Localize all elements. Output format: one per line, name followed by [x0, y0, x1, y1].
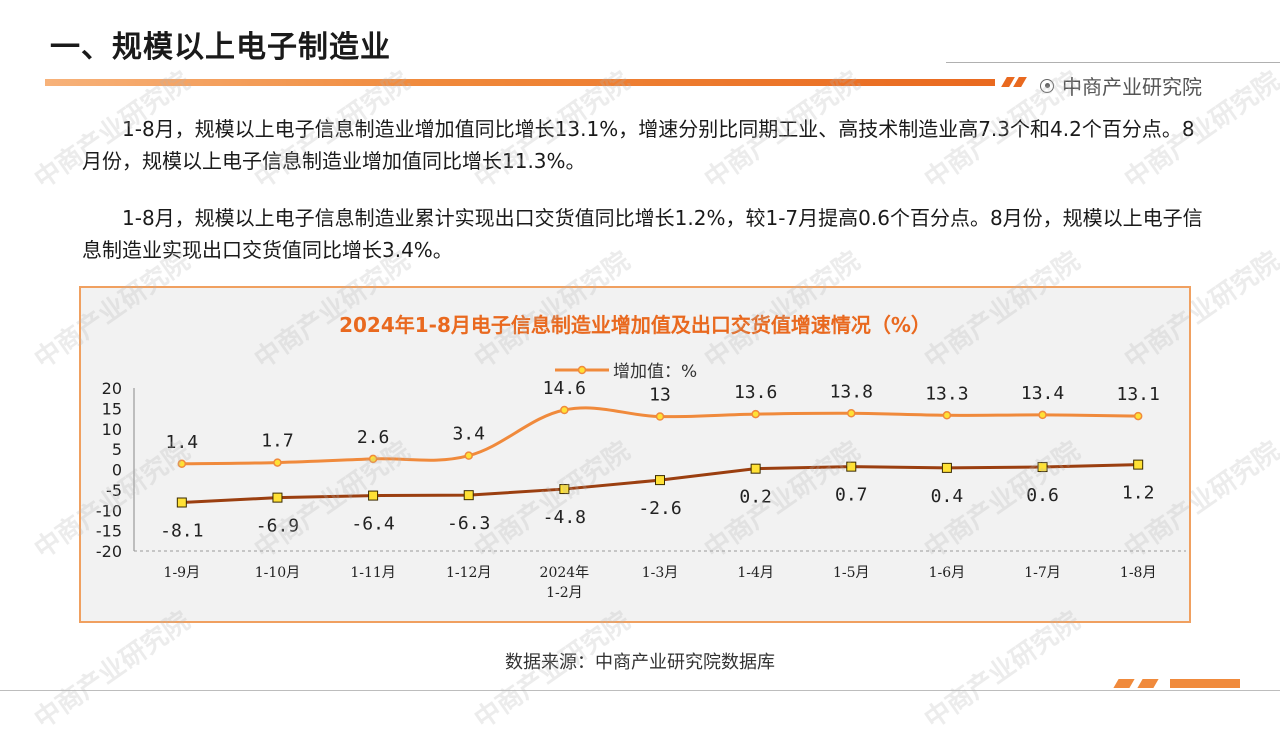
- series-export-point: [1133, 459, 1144, 470]
- paragraph-export-value: 1-8月，规模以上电子信息制造业累计实现出口交货值同比增长1.2%，较1-7月提…: [82, 206, 1203, 262]
- y-tick-label: -10: [96, 501, 122, 520]
- series-export-label: 1.2: [1122, 483, 1155, 504]
- brand-name: 中商产业研究院: [1062, 75, 1202, 99]
- series-added-value-point: [847, 409, 856, 418]
- title-underline-bar: [45, 79, 995, 86]
- title-divider-thin: [946, 62, 1280, 63]
- x-tick-label: 1-7月: [1024, 565, 1061, 581]
- series-added-value-point: [464, 451, 473, 460]
- series-export-point: [941, 462, 952, 473]
- series-added-value-point: [273, 458, 282, 467]
- series-added-value-point: [1038, 410, 1047, 420]
- series-export-label: 0.6: [1026, 485, 1059, 506]
- x-tick-label: 1-9月: [164, 565, 201, 581]
- x-tick-label: 2024年: [540, 565, 590, 581]
- series-export-label: -6.3: [447, 513, 490, 534]
- series-added-value-label: 3.4: [452, 424, 485, 445]
- series-added-value-label: 2.6: [357, 427, 390, 448]
- x-tick-label: 1-5月: [833, 565, 870, 581]
- y-tick-label: 0: [112, 461, 122, 480]
- series-export-point: [1037, 462, 1048, 473]
- series-added-value-label: 13: [649, 385, 671, 406]
- line-chart: 2024年1-8月电子信息制造业增加值及出口交货值增速情况（%）增加值：%201…: [96, 313, 1186, 601]
- series-export-point: [176, 497, 187, 508]
- y-tick-label: 15: [102, 399, 122, 418]
- paragraph-added-value: 1-8月，规模以上电子信息制造业增加值同比增长13.1%，增速分别比同期工业、高…: [82, 117, 1195, 173]
- series-added-value-label: 1.7: [261, 431, 294, 452]
- series-added-value-label: 13.1: [1117, 384, 1160, 405]
- footer-divider: [0, 690, 1280, 691]
- data-source: 数据来源：中商产业研究院数据库: [505, 652, 775, 673]
- legend-label: 增加值：%: [613, 362, 697, 382]
- series-export-point: [463, 490, 474, 501]
- footer-stripe: [1113, 679, 1135, 688]
- x-tick-label: 1-2月: [546, 585, 583, 601]
- series-export-label: 0.7: [835, 485, 868, 506]
- y-tick-label: 5: [112, 440, 122, 459]
- series-added-value-point: [177, 459, 187, 469]
- series-added-value-label: 14.6: [543, 378, 586, 399]
- series-added-value-label: 1.4: [166, 432, 199, 453]
- footer-stripe: [1137, 679, 1159, 688]
- series-export-point: [750, 463, 761, 474]
- series-added-value-point: [655, 412, 665, 421]
- series-added-value-point: [1133, 411, 1143, 421]
- chart-container: 2024年1-8月电子信息制造业增加值及出口交货值增速情况（%） 增加值：% 20 1…: [79, 286, 1191, 623]
- x-tick-label: 1-10月: [255, 565, 300, 581]
- chart-title: 2024年1-8月电子信息制造业增加值及出口交货值增速情况（%）: [339, 313, 931, 337]
- title-stripe: [1013, 77, 1027, 87]
- y-tick-label: 20: [102, 379, 122, 398]
- series-export-label: -2.6: [638, 498, 681, 519]
- target-icon: [1040, 78, 1054, 93]
- series-added-value-label: 13.3: [925, 383, 968, 404]
- series-added-value-label: 13.8: [830, 381, 873, 402]
- series-export-label: -8.1: [160, 521, 203, 542]
- y-tick-label: -5: [106, 481, 122, 500]
- x-tick-label: 1-8月: [1120, 565, 1157, 581]
- brand: 中商产业研究院: [1040, 71, 1202, 100]
- series-added-value-point: [751, 409, 760, 419]
- series-added-value-label: 13.6: [734, 382, 777, 403]
- page-title: 一、规模以上电子制造业: [50, 30, 391, 65]
- series-export-point: [559, 484, 570, 495]
- series-export-label: -6.4: [351, 514, 394, 535]
- series-added-value-point: [942, 411, 952, 420]
- y-tick-label: -20: [96, 542, 122, 561]
- series-added-value-point: [368, 454, 378, 464]
- series-export-label: 0.2: [739, 487, 772, 508]
- series-export-point: [368, 490, 379, 501]
- series-export-point: [272, 492, 283, 503]
- series-added-value-point: [560, 405, 569, 415]
- series-export-label: -6.9: [256, 516, 299, 537]
- legend-marker: [577, 365, 587, 375]
- series-added-value-label: 13.4: [1021, 383, 1064, 404]
- x-tick-label: 1-6月: [929, 565, 966, 581]
- series-export-point: [846, 461, 857, 472]
- series-export-label: 0.4: [931, 486, 964, 507]
- x-tick-label: 1-11月: [350, 565, 395, 581]
- x-tick-label: 1-12月: [446, 565, 491, 581]
- x-tick-label: 1-4月: [737, 565, 774, 581]
- footer-bar: [1170, 679, 1240, 688]
- y-tick-label: 10: [102, 420, 122, 439]
- y-tick-label: -15: [96, 522, 122, 541]
- series-export-label: -4.8: [543, 507, 586, 528]
- series-export-point: [655, 475, 665, 486]
- x-tick-label: 1-3月: [642, 565, 679, 581]
